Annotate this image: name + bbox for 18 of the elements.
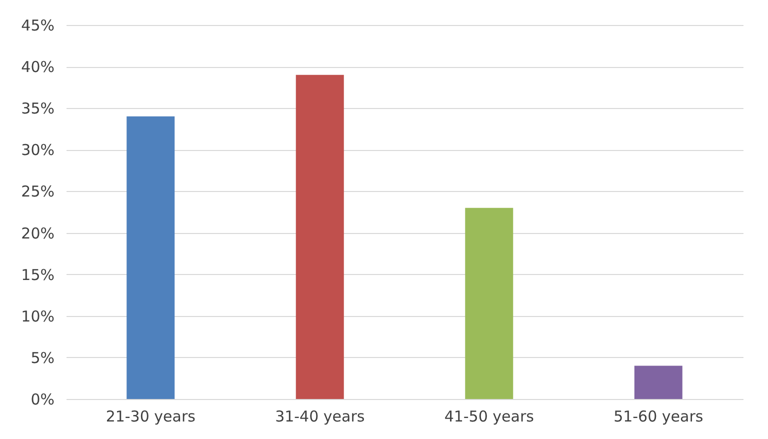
x-tick-label: 51-60 years <box>614 408 704 426</box>
y-tick-label: 20% <box>21 224 54 242</box>
y-tick-label: 10% <box>21 307 54 326</box>
y-tick-label: 35% <box>21 100 54 118</box>
y-tick-label: 45% <box>21 16 54 34</box>
y-tick-label: 25% <box>21 182 54 201</box>
x-tick-label: 41-50 years <box>444 408 534 426</box>
y-tick-label: 40% <box>21 58 54 76</box>
bar <box>296 74 344 399</box>
bar <box>126 116 175 399</box>
y-tick-label: 30% <box>21 141 54 160</box>
y-tick-label: 5% <box>30 348 54 367</box>
y-tick-label: 15% <box>21 266 54 284</box>
bar <box>465 208 514 399</box>
bar <box>634 366 682 399</box>
x-tick-label: 21-30 years <box>106 408 196 426</box>
y-tick-label: 0% <box>30 390 54 408</box>
x-tick-label: 31-40 years <box>275 408 365 426</box>
